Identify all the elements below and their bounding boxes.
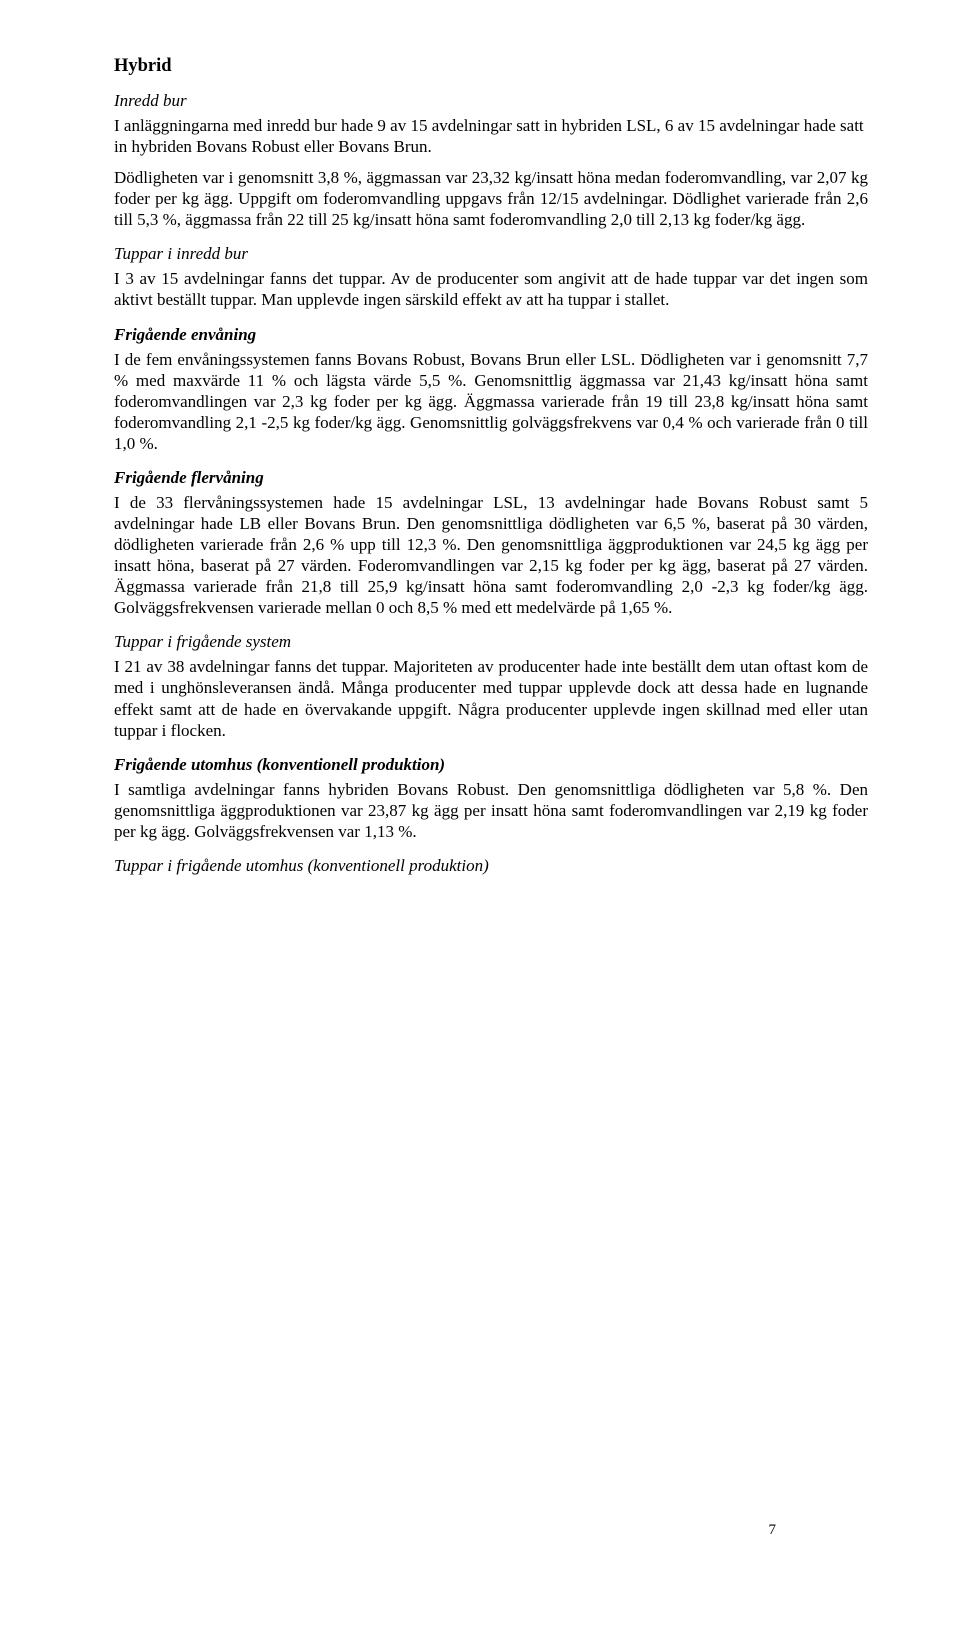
section-heading: Tuppar i inredd bur <box>114 244 868 264</box>
paragraph: I anläggningarna med inredd bur hade 9 a… <box>114 115 868 157</box>
paragraph: Dödligheten var i genomsnitt 3,8 %, äggm… <box>114 167 868 230</box>
section-heading: Frigående utomhus (konventionell produkt… <box>114 755 868 775</box>
page-title: Hybrid <box>114 56 868 77</box>
paragraph: I samtliga avdelningar fanns hybriden Bo… <box>114 779 868 842</box>
paragraph: I 21 av 38 avdelningar fanns det tuppar.… <box>114 656 868 740</box>
page-number: 7 <box>769 1522 777 1539</box>
section-heading: Inredd bur <box>114 91 868 111</box>
section-heading: Tuppar i frigående utomhus (konventionel… <box>114 856 868 876</box>
section-heading: Frigående envåning <box>114 325 868 345</box>
section-heading: Tuppar i frigående system <box>114 632 868 652</box>
section-heading: Frigående flervåning <box>114 468 868 488</box>
paragraph: I de fem envåningssystemen fanns Bovans … <box>114 349 868 454</box>
paragraph: I de 33 flervåningssystemen hade 15 avde… <box>114 492 868 618</box>
paragraph: I 3 av 15 avdelningar fanns det tuppar. … <box>114 268 868 310</box>
